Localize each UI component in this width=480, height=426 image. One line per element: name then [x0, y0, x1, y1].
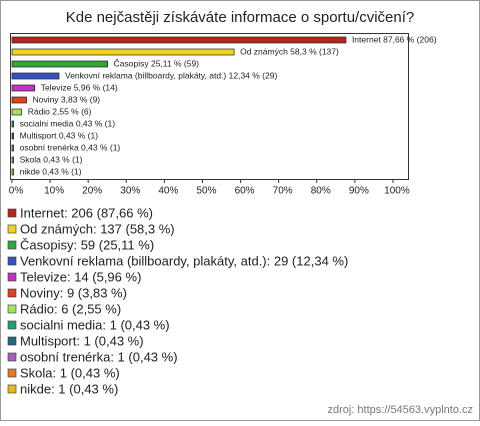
x-tick-label: 60% — [235, 186, 255, 197]
value-label: osobní trenérka 0,43 % (1) — [20, 142, 121, 152]
value-label: Multisport 0,43 % (1) — [20, 130, 99, 140]
x-tick-label: 100% — [384, 186, 410, 197]
bar — [11, 48, 235, 56]
legend-swatch — [7, 272, 17, 282]
bar — [11, 132, 14, 140]
x-tick-label: 80% — [311, 186, 331, 197]
legend-swatch — [7, 256, 17, 266]
legend-label: Venkovní reklama (billboardy, plakáty, a… — [20, 253, 348, 268]
bar — [11, 84, 36, 92]
value-label: nikde 0,43 % (1) — [20, 166, 82, 176]
legend-swatch — [7, 336, 17, 346]
x-tick-label: 30% — [120, 186, 140, 197]
legend-swatch — [7, 288, 17, 298]
x-tick-label: 40% — [158, 186, 178, 197]
chart-title: Kde nejčastěji získáváte informace o spo… — [66, 9, 415, 26]
legend-swatch — [7, 240, 17, 250]
x-tick-label: 70% — [273, 186, 293, 197]
bar — [11, 168, 14, 176]
legend-swatch — [7, 224, 17, 234]
legend-label: Rádio: 6 (2,55 %) — [20, 301, 121, 316]
value-label: Časopisy 25,11 % (59) — [114, 58, 200, 68]
legend-label: socialni media: 1 (0,43 %) — [20, 317, 170, 332]
legend-label: Internet: 206 (87,66 %) — [20, 205, 153, 220]
legend-swatch — [7, 320, 17, 330]
legend-swatch — [7, 208, 17, 218]
x-tick-label: 50% — [196, 186, 216, 197]
legend-swatch — [7, 368, 17, 378]
legend-label: Noviny: 9 (3,83 %) — [20, 285, 127, 300]
legend-label: Od známých: 137 (58,3 %) — [20, 221, 175, 236]
x-tick-label: 20% — [82, 186, 102, 197]
x-tick-label: 10% — [44, 186, 64, 197]
source: zdroj: https://54563.vyplnto.cz — [327, 404, 473, 416]
value-label: Venkovní reklama (billboardy, plakáty, a… — [65, 70, 277, 80]
legend-label: nikde: 1 (0,43 %) — [20, 381, 118, 396]
bar — [11, 144, 14, 152]
bar — [11, 60, 109, 68]
legend-label: Skola: 1 (0,43 %) — [20, 365, 120, 380]
bar — [11, 156, 14, 164]
plot-frame — [10, 33, 409, 180]
legend-label: Časopisy: 59 (25,11 %) — [20, 237, 154, 252]
value-label: socialni media 0,43 % (1) — [20, 118, 116, 128]
value-label: Internet 87,66 % (206) — [352, 34, 437, 44]
legend-swatch — [7, 384, 17, 394]
legend-label: Multisport: 1 (0,43 %) — [20, 333, 144, 348]
value-label: Noviny 3,83 % (9) — [33, 94, 101, 104]
legend-swatch — [7, 352, 17, 362]
bar — [11, 108, 23, 116]
value-label: Skola 0,43 % (1) — [20, 154, 83, 164]
bar — [11, 72, 60, 80]
bar — [11, 36, 347, 44]
x-tick-label: 0% — [9, 186, 24, 197]
value-label: Od známých 58,3 % (137) — [240, 46, 339, 56]
legend-label: Televize: 14 (5,96 %) — [20, 269, 141, 284]
legend-swatch — [7, 304, 17, 314]
bar — [11, 120, 14, 128]
value-label: Rádio 2,55 % (6) — [28, 106, 92, 116]
value-label: Televize 5,96 % (14) — [41, 82, 118, 92]
x-tick-label: 90% — [349, 186, 369, 197]
legend-label: osobní trenérka: 1 (0,43 %) — [20, 349, 178, 364]
bar — [11, 96, 27, 104]
